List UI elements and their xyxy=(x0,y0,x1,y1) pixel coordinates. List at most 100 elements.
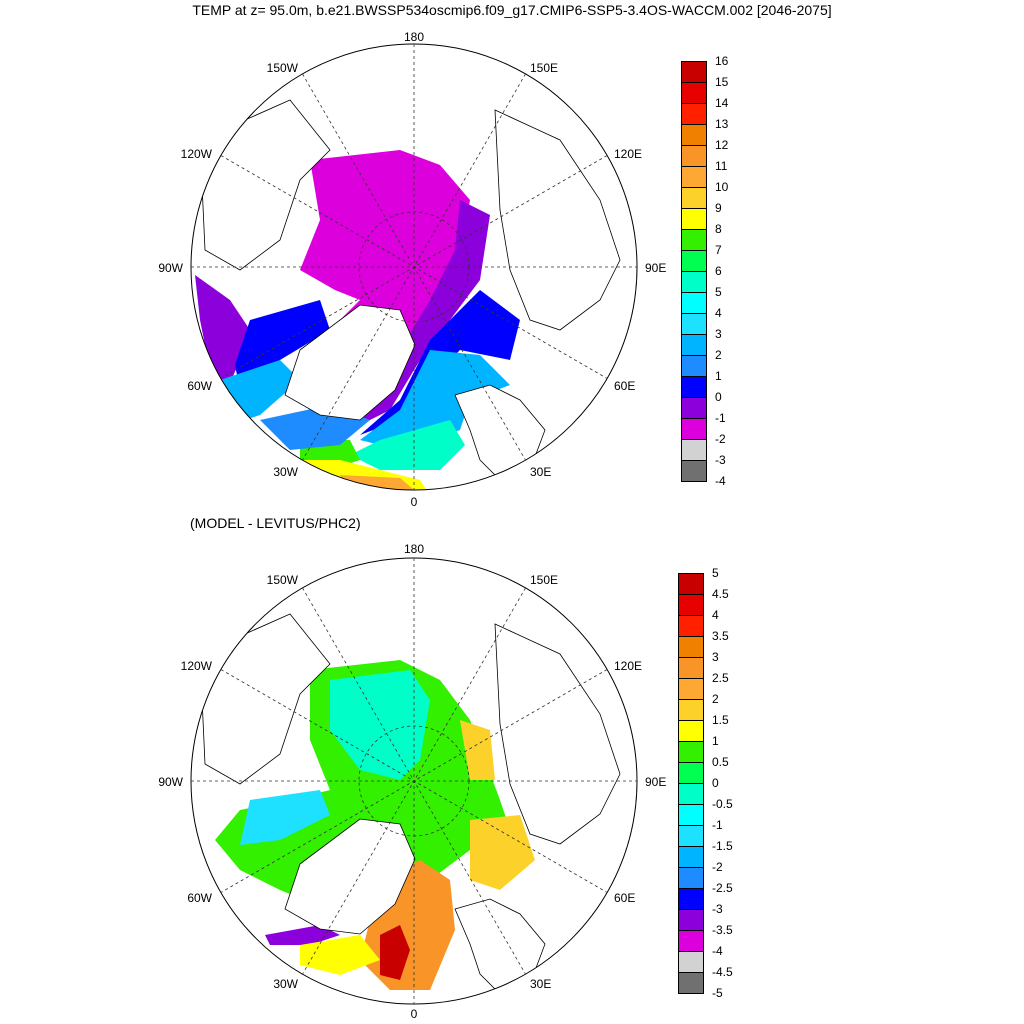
bottom-colorbar-tick-label: -1.5 xyxy=(712,839,733,853)
bottom-colorbar-swatch xyxy=(678,804,704,826)
bottom-polar-map: 180 0 90W 90E 150W 120W 150E 120E 60W 30… xyxy=(158,542,666,1021)
bottom-colorbar-swatch xyxy=(678,762,704,784)
top-colorbar-tick-label: 8 xyxy=(715,222,722,236)
bottom-colorbar-swatch xyxy=(678,720,704,742)
bottom-label-120w: 120W xyxy=(181,659,213,673)
bottom-colorbar-tick-label: 3 xyxy=(712,650,719,664)
top-canada-outline xyxy=(199,99,331,271)
top-colorbar-tick-label: 7 xyxy=(715,243,722,257)
top-colorbar-swatch xyxy=(681,124,707,146)
top-field-lightblue xyxy=(360,350,510,450)
top-colorbar-swatch xyxy=(681,187,707,209)
top-colorbar-tick-label: 2 xyxy=(715,348,722,362)
bottom-canada-outline xyxy=(199,613,331,785)
top-label-30w: 30W xyxy=(273,465,298,479)
bottom-colorbar-tick-label: 5 xyxy=(712,566,719,580)
top-label-150w: 150W xyxy=(267,61,299,75)
top-colorbar-swatch xyxy=(681,376,707,398)
top-colorbar-swatch xyxy=(681,208,707,230)
top-label-60e: 60E xyxy=(614,379,635,393)
bottom-colorbar-swatch xyxy=(678,783,704,805)
bottom-greenland-outline xyxy=(284,818,416,935)
bottom-colorbar-tick-label: -0.5 xyxy=(712,797,733,811)
top-colorbar-tick-label: -3 xyxy=(715,453,726,467)
bottom-siberia-outline xyxy=(494,623,621,845)
top-colorbar-swatch xyxy=(681,313,707,335)
bottom-colorbar-swatch xyxy=(678,594,704,616)
bottom-colorbar-tick-label: 0 xyxy=(712,776,719,790)
bottom-colorbar-swatch xyxy=(678,930,704,952)
top-colorbar-swatch xyxy=(681,397,707,419)
top-colorbar-tick-label: 16 xyxy=(715,54,729,68)
top-colorbar-swatch xyxy=(681,418,707,440)
bottom-label-150e: 150E xyxy=(530,573,558,587)
bottom-label-150w: 150W xyxy=(267,573,299,587)
top-label-120w: 120W xyxy=(181,147,213,161)
top-greenland-outline xyxy=(284,304,416,421)
bottom-colorbar-swatch xyxy=(678,636,704,658)
bottom-colorbar-tick-label: -2.5 xyxy=(712,881,733,895)
bottom-colorbar-tick-label: 0.5 xyxy=(712,755,729,769)
top-colorbar-tick-label: -4 xyxy=(715,474,726,488)
bottom-label-60e: 60E xyxy=(614,891,635,905)
bottom-colorbar-tick-label: -2 xyxy=(712,860,723,874)
top-colorbar: 16 15 14 13 12 11 10 9 8 7 6 5 4 3 2 1 0 -1 -2 -3 -4 xyxy=(681,55,761,487)
top-field-purple xyxy=(330,200,490,430)
top-colorbar-tick-label: 0 xyxy=(715,390,722,404)
bottom-colorbar-swatch xyxy=(678,951,704,973)
top-graticule xyxy=(191,44,637,490)
bottom-colorbar-tick-label: -5 xyxy=(712,986,723,1000)
top-colorbar-tick-label: 3 xyxy=(715,327,722,341)
bottom-colorbar-tick-label: 2 xyxy=(712,692,719,706)
bottom-colorbar-tick-label: -1 xyxy=(712,818,723,832)
top-label-180: 180 xyxy=(404,30,424,44)
bottom-colorbar-tick-label: 2.5 xyxy=(712,671,729,685)
bottom-field-yellow xyxy=(460,720,495,780)
top-colorbar-tick-label: 9 xyxy=(715,201,722,215)
bottom-field-lightblue xyxy=(240,790,330,845)
top-colorbar-tick-label: 14 xyxy=(715,96,729,110)
top-label-0: 0 xyxy=(411,495,418,509)
bottom-label-90e: 90E xyxy=(645,775,666,789)
top-colorbar-tick-label: 5 xyxy=(715,285,722,299)
top-field-cyan xyxy=(350,420,465,470)
top-colorbar-swatch xyxy=(681,460,707,482)
bottom-colorbar-swatch xyxy=(678,846,704,868)
bottom-label-60w: 60W xyxy=(187,891,212,905)
top-label-60w: 60W xyxy=(187,379,212,393)
top-colorbar-swatch xyxy=(681,334,707,356)
top-colorbar-swatch xyxy=(681,439,707,461)
top-label-90w: 90W xyxy=(158,261,183,275)
bottom-label-180: 180 xyxy=(404,542,424,556)
bottom-label-120e: 120E xyxy=(614,659,642,673)
top-colorbar-swatch xyxy=(681,166,707,188)
top-colorbar-swatch xyxy=(681,355,707,377)
top-label-120e: 120E xyxy=(614,147,642,161)
top-field-labrador-sky xyxy=(220,360,300,420)
top-colorbar-swatch xyxy=(681,82,707,104)
bottom-field-green xyxy=(215,660,510,910)
bottom-colorbar-swatch xyxy=(678,888,704,910)
bottom-colorbar-swatch xyxy=(678,615,704,637)
bottom-colorbar-tick-label: -3 xyxy=(712,902,723,916)
figure-title: TEMP at z= 95.0m, b.e21.BWSSP534oscmip6.… xyxy=(192,2,832,18)
top-colorbar-swatch xyxy=(681,103,707,125)
top-colorbar-tick-label: 4 xyxy=(715,306,722,320)
top-label-90e: 90E xyxy=(645,261,666,275)
bottom-colorbar-swatch xyxy=(678,573,704,595)
bottom-colorbar-tick-label: 1.5 xyxy=(712,713,729,727)
bottom-colorbar-swatch xyxy=(678,741,704,763)
top-colorbar-swatch xyxy=(681,271,707,293)
bottom-colorbar-swatch xyxy=(678,909,704,931)
top-colorbar-tick-label: 1 xyxy=(715,369,722,383)
bottom-colorbar-tick-label: 1 xyxy=(712,734,719,748)
bottom-label-90w: 90W xyxy=(158,775,183,789)
top-label-150e: 150E xyxy=(530,61,558,75)
top-colorbar-tick-label: -1 xyxy=(715,411,726,425)
bottom-field-yellow2 xyxy=(470,815,535,890)
top-colorbar-tick-label: 10 xyxy=(715,180,729,194)
bottom-colorbar-tick-label: -4.5 xyxy=(712,965,733,979)
bottom-colorbar-swatch xyxy=(678,867,704,889)
bottom-colorbar-tick-label: -4 xyxy=(712,944,723,958)
top-colorbar-tick-label: 6 xyxy=(715,264,722,278)
